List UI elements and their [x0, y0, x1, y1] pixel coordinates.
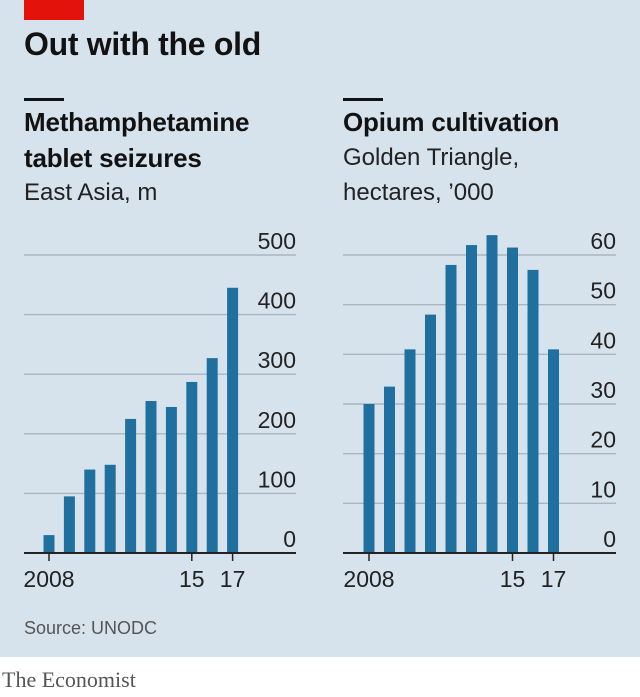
opium-bar-2013: [466, 245, 477, 554]
left-subtitle-line: East Asia, m: [24, 179, 158, 206]
meth-bar-2015: [186, 381, 198, 553]
left-title-line: Methamphetamine: [24, 107, 250, 137]
opium-y-tick-label: 30: [590, 377, 616, 403]
meth-y-tick-label: 200: [258, 407, 296, 433]
opium-y-tick-label: 10: [590, 476, 616, 502]
opium-bar-2010: [404, 349, 416, 553]
right-subtitle-line: Golden Triangle,: [343, 144, 520, 171]
opium-bar-2012: [445, 264, 457, 553]
meth-bar-2017: [227, 287, 239, 553]
left-chart-subtitle: East Asia, m: [24, 175, 157, 210]
right-chart-title: Opium cultivation: [343, 104, 559, 140]
opium-y-tick-label: 60: [590, 228, 616, 254]
opium-bar-2009: [384, 386, 395, 553]
meth-bar-2011: [104, 464, 116, 553]
meth-x-tick-label: 17: [220, 566, 246, 592]
opium-bar-2016: [527, 269, 539, 553]
meth-bar-2008: [43, 535, 55, 553]
right-title-rule: [343, 98, 383, 101]
source-note: Source: UNODC: [24, 618, 158, 638]
opium-bar-2014: [486, 235, 498, 553]
meth-y-tick-label: 100: [258, 466, 296, 492]
right-title-line: Opium cultivation: [343, 107, 560, 137]
meth-bar-2016: [206, 358, 218, 553]
meth-y-tick-label: 0: [283, 526, 296, 552]
meth-x-tick-label: 2008: [23, 566, 74, 592]
meth-x-tick-label: 15: [179, 566, 205, 592]
meth-y-tick-label: 300: [258, 347, 296, 373]
meth-seizures-chart: 0 100 200 300 400 500 2008 15 17: [23, 228, 296, 592]
economist-logo: The Economist: [2, 667, 136, 692]
left-title-rule: [24, 98, 64, 101]
right-chart-subtitle: Golden Triangle, hectares, ’000: [343, 140, 519, 210]
opium-cultivation-chart: 0 10 20 30 40 50 60 2008 15 17: [343, 228, 616, 592]
brand-red-tab: [24, 0, 84, 20]
left-title-line: tablet seizures: [24, 143, 202, 173]
main-title: Out with the old: [24, 26, 261, 62]
opium-bar-2015: [507, 247, 518, 554]
right-subtitle-line: hectares, ’000: [343, 179, 494, 206]
meth-bar-2009: [63, 496, 75, 553]
opium-bar-2011: [425, 314, 436, 553]
opium-x-tick-label: 17: [541, 566, 567, 592]
meth-bar-2012: [125, 418, 137, 553]
left-chart-title: Methamphetamine tablet seizures: [24, 104, 249, 176]
opium-bar-2008: [363, 404, 375, 553]
opium-x-tick-label: 15: [500, 566, 526, 592]
meth-bar-2013: [145, 401, 157, 553]
opium-x-tick-label: 2008: [343, 566, 394, 592]
meth-y-tick-label: 500: [258, 228, 296, 254]
meth-bar-2014: [165, 406, 177, 553]
opium-bar-2017: [548, 349, 559, 553]
opium-y-tick-label: 0: [603, 526, 616, 552]
meth-bar-2010: [84, 469, 96, 553]
opium-y-tick-label: 40: [590, 327, 616, 353]
opium-y-tick-label: 20: [590, 427, 616, 453]
opium-y-tick-label: 50: [590, 278, 616, 304]
meth-y-tick-label: 400: [258, 288, 296, 314]
